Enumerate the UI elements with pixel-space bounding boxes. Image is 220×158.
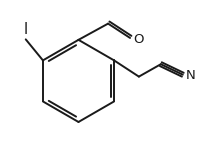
Text: I: I [24, 22, 28, 37]
Text: O: O [134, 33, 144, 46]
Text: N: N [186, 69, 196, 82]
